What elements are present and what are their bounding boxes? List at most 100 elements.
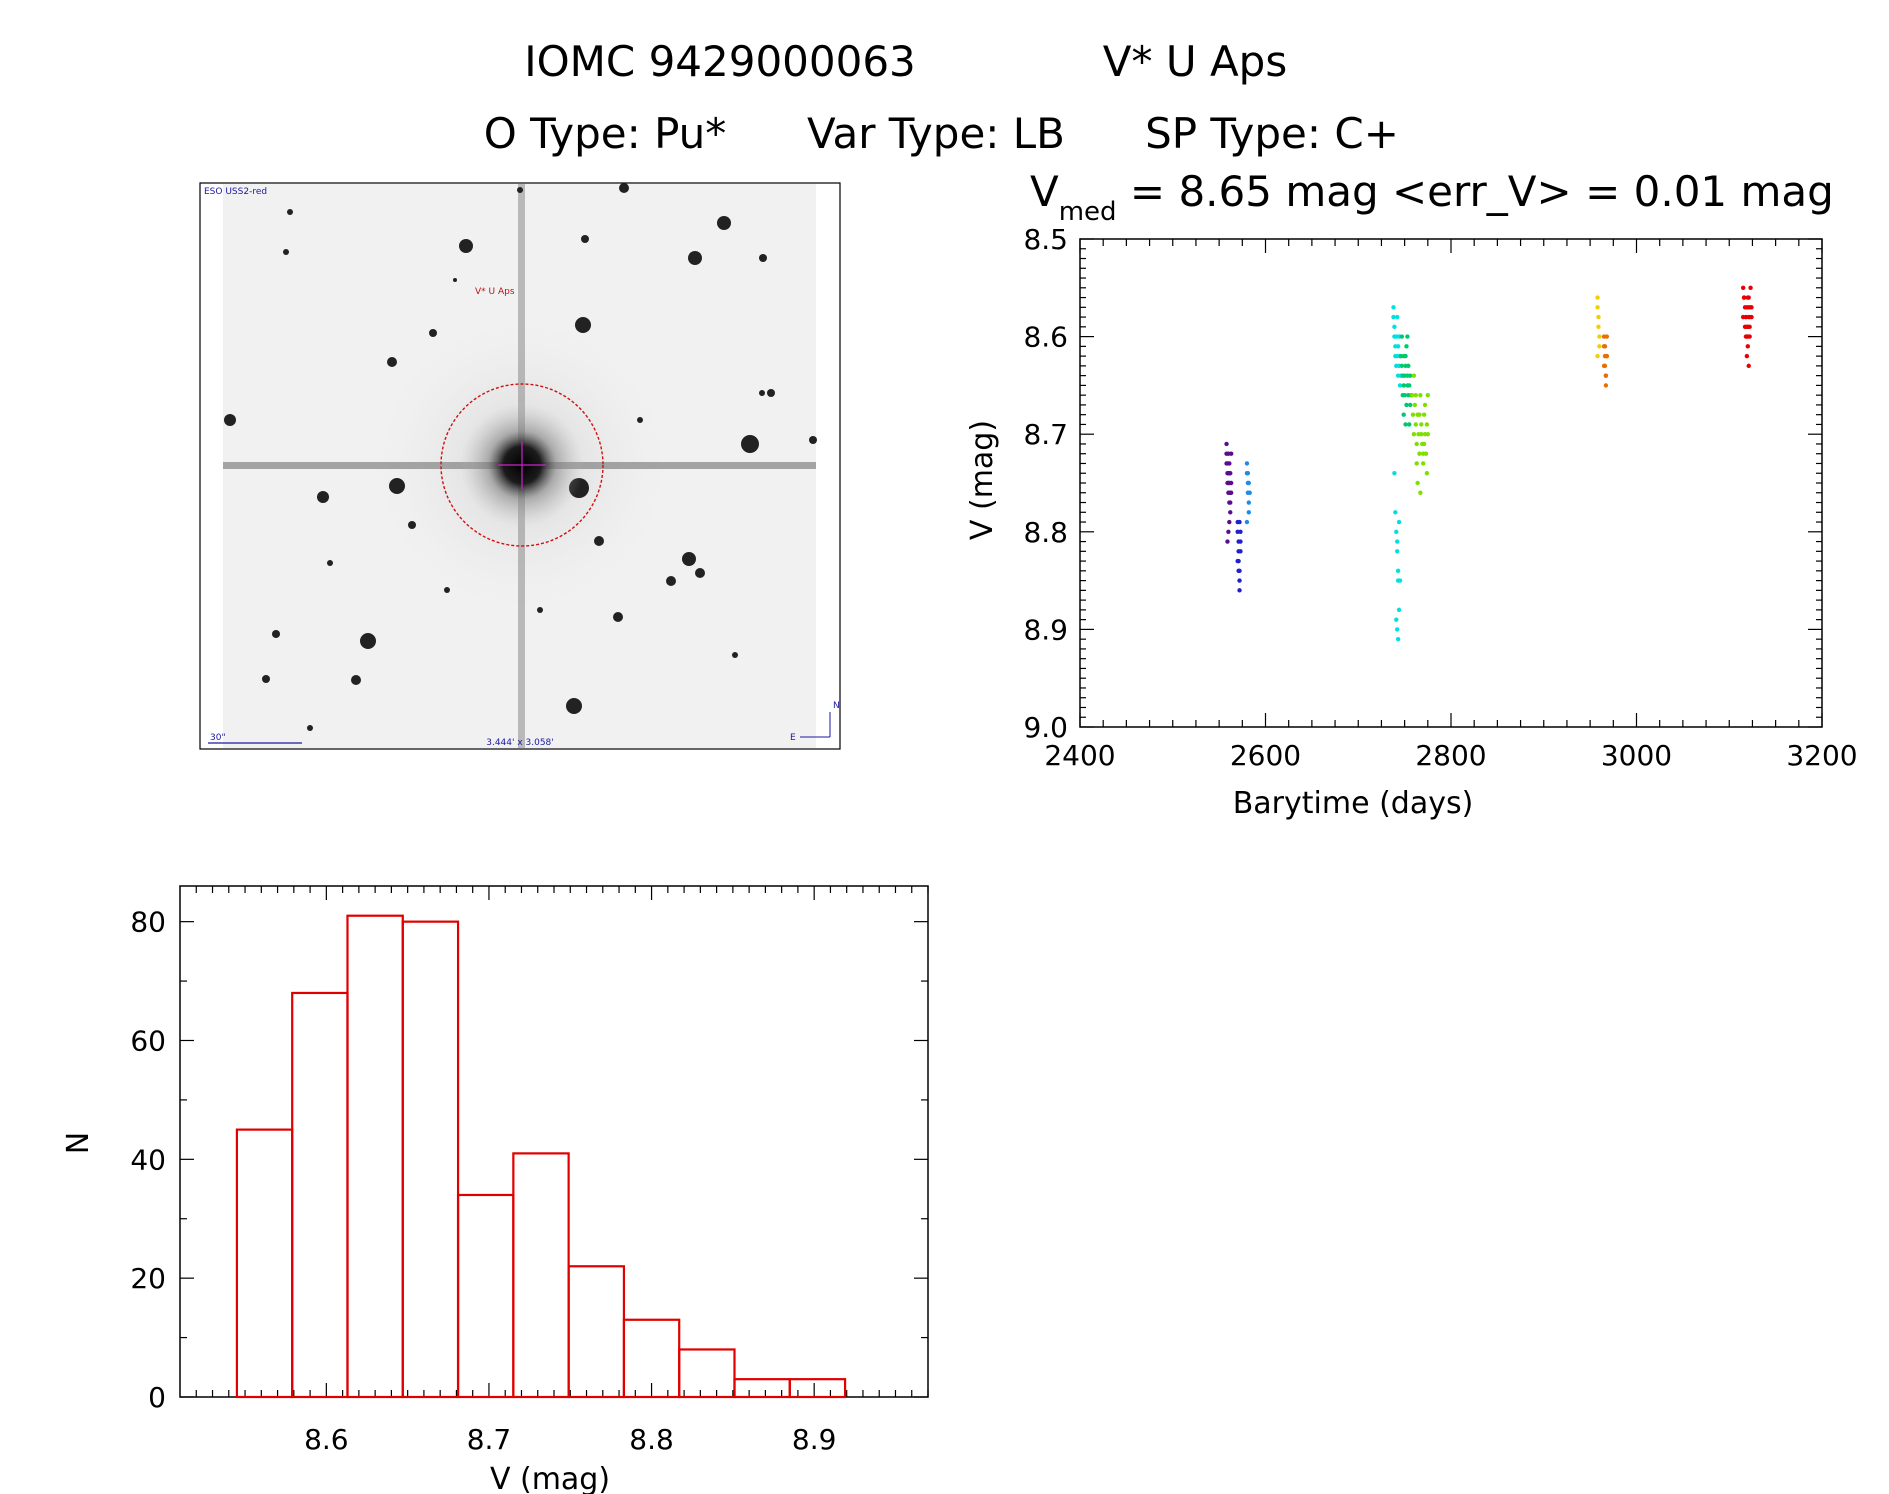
light-curve-point bbox=[1413, 392, 1418, 398]
light-curve-point bbox=[1399, 363, 1405, 369]
light-curve-point bbox=[1411, 432, 1417, 437]
field-star bbox=[224, 414, 236, 426]
light-curve-point bbox=[1595, 295, 1600, 300]
histogram-bar bbox=[512, 1152, 570, 1399]
light-curve-point bbox=[1746, 363, 1751, 369]
light-curve-point bbox=[1745, 334, 1751, 339]
light-curve-point bbox=[1238, 539, 1243, 544]
histogram-bar bbox=[291, 991, 349, 1399]
light-curve-point bbox=[1417, 412, 1422, 417]
field-star bbox=[327, 560, 333, 566]
light-curve-point bbox=[1412, 402, 1418, 408]
light-curve-point bbox=[1748, 305, 1753, 310]
field-star bbox=[637, 417, 643, 423]
field-star bbox=[682, 552, 696, 566]
light-curve-point bbox=[1227, 519, 1232, 525]
field-star bbox=[666, 576, 676, 586]
survey-label: ESO USS2-red bbox=[204, 187, 267, 197]
sky-image-panel: ESO USS2-red V* U Aps 30" 3.444' x 3.058… bbox=[199, 182, 841, 750]
hist-x-tick-label: 8.6 bbox=[304, 1423, 349, 1456]
light-curve-point bbox=[1413, 422, 1418, 427]
light-curve-point bbox=[1395, 636, 1401, 642]
object-name: V* U Aps bbox=[1103, 37, 1287, 86]
field-star bbox=[619, 183, 629, 193]
light-curve-point bbox=[1395, 344, 1401, 349]
light-curve-point bbox=[1604, 334, 1610, 339]
light-curve-point bbox=[1748, 285, 1753, 290]
light-curve-point bbox=[1604, 353, 1610, 359]
light-curve-point bbox=[1395, 627, 1400, 632]
light-curve-point bbox=[1401, 383, 1406, 388]
x-tick-label: 2800 bbox=[1415, 739, 1486, 772]
histogram-bar bbox=[401, 920, 460, 1399]
target-aperture-circle bbox=[440, 383, 604, 547]
field-star bbox=[408, 521, 416, 529]
light-curve-point bbox=[1745, 324, 1751, 330]
light-curve-point bbox=[1601, 363, 1607, 369]
light-curve-point bbox=[1406, 363, 1411, 369]
light-curve-point bbox=[1237, 578, 1242, 583]
field-star bbox=[459, 239, 473, 253]
light-curve-point bbox=[1246, 480, 1252, 486]
light-curve-point bbox=[1393, 510, 1398, 515]
light-curve-point bbox=[1228, 451, 1234, 456]
field-star bbox=[741, 435, 759, 453]
light-curve-point bbox=[1425, 392, 1431, 398]
light-curve-points bbox=[1224, 285, 1754, 642]
light-curve-point bbox=[1238, 529, 1243, 534]
y-tick-label: 8.6 bbox=[1023, 321, 1068, 354]
compass-north-label: N bbox=[833, 701, 840, 711]
field-star bbox=[809, 436, 817, 444]
light-curve-point bbox=[1397, 578, 1403, 583]
light-curve-point bbox=[1244, 519, 1250, 525]
title-subscript: med bbox=[1059, 197, 1117, 227]
field-star bbox=[429, 329, 437, 337]
light-curve-point bbox=[1602, 344, 1608, 349]
light-curve-point bbox=[1226, 480, 1231, 486]
field-star bbox=[767, 389, 775, 397]
light-curve-point bbox=[1224, 441, 1229, 447]
light-curve-point bbox=[1228, 510, 1233, 515]
spectral-type: SP Type: C+ bbox=[1145, 109, 1399, 158]
hist-x-tick-label: 8.7 bbox=[467, 1423, 512, 1456]
light-curve-point bbox=[1227, 471, 1232, 476]
y-tick-label: 8.7 bbox=[1023, 418, 1068, 451]
light-curve-point bbox=[1391, 314, 1396, 320]
light-curve-point bbox=[1740, 285, 1746, 290]
light-curve-point bbox=[1235, 558, 1240, 564]
histogram-bar bbox=[235, 1128, 294, 1399]
light-curve-point bbox=[1396, 607, 1402, 613]
light-curve-point bbox=[1395, 549, 1400, 554]
header: IOMC 9429000063 V* U Aps O Type: Pu* Var… bbox=[484, 37, 1399, 158]
variability-type: Var Type: LB bbox=[807, 109, 1065, 158]
object-type: O Type: Pu* bbox=[484, 109, 727, 158]
light-curve-point bbox=[1245, 471, 1251, 476]
field-star bbox=[688, 251, 702, 265]
light-curve-point bbox=[1402, 373, 1407, 378]
field-star bbox=[360, 633, 376, 649]
light-curve-point bbox=[1395, 539, 1400, 544]
light-curve-point bbox=[1410, 412, 1416, 417]
hist-x-tick-label: 8.8 bbox=[629, 1423, 674, 1456]
light-curve-point bbox=[1247, 490, 1252, 495]
histogram-ylabel: N bbox=[61, 1132, 96, 1154]
field-star bbox=[444, 587, 450, 593]
field-star bbox=[717, 216, 731, 230]
light-curve-point bbox=[1399, 334, 1405, 339]
light-curve-axes: 2400 2600 2800 3000 3200 8.5 8.6 8.7 8.8 8.9 9.0 bbox=[1023, 223, 1857, 772]
light-curve-point bbox=[1420, 451, 1426, 456]
field-star bbox=[517, 187, 523, 193]
light-curve-point bbox=[1405, 383, 1410, 388]
light-curve-point bbox=[1401, 353, 1406, 359]
light-curve-ylabel: V (mag) bbox=[965, 420, 1000, 540]
field-star bbox=[566, 698, 582, 714]
light-curve-point bbox=[1741, 295, 1747, 300]
histogram-bar bbox=[678, 1348, 736, 1399]
field-star bbox=[613, 612, 623, 622]
light-curve-point bbox=[1246, 500, 1252, 505]
histogram-bar bbox=[346, 914, 404, 1399]
light-curve-point bbox=[1404, 344, 1409, 349]
light-curve-point bbox=[1415, 480, 1420, 486]
histogram-chart: 8.6 8.7 8.8 8.9 0 20 40 60 80 V (mag) N bbox=[61, 885, 929, 1494]
x-tick-label: 2600 bbox=[1230, 739, 1301, 772]
